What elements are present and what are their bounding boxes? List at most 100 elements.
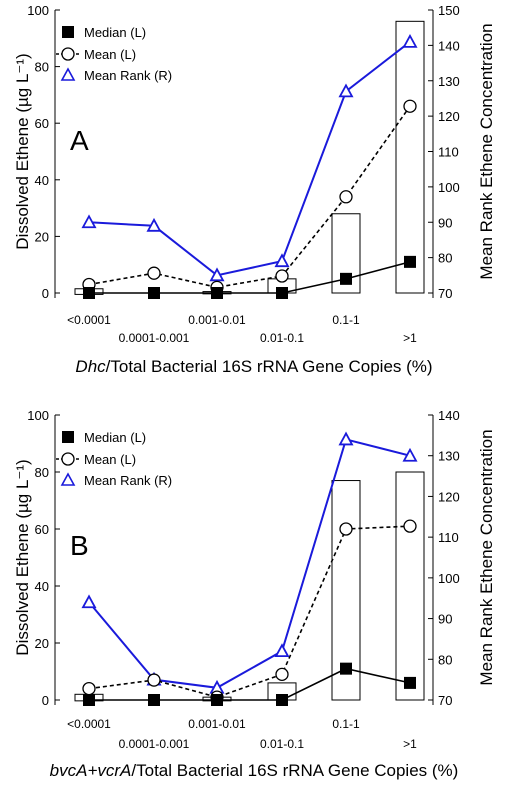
y2-tick-label: 130 <box>438 449 460 464</box>
y2-tick-label: 100 <box>438 180 460 195</box>
y-tick-label: 80 <box>35 465 49 480</box>
mean-point <box>82 681 96 696</box>
median-point <box>148 287 160 299</box>
y2-tick-label: 90 <box>438 612 452 627</box>
range-box <box>331 480 361 701</box>
legend-median-label: Median (L) <box>84 430 146 445</box>
x-tick-label: 0.001-0.01 <box>188 717 246 731</box>
x-tick-label: 0.01-0.1 <box>260 331 304 345</box>
series-line-median <box>89 667 411 701</box>
median-point <box>211 287 223 299</box>
x-axis-label: bvcA+vcrA/Total Bacterial 16S rRNA Gene … <box>50 761 459 780</box>
chart-panel-a: 0 20 40 60 80 100 70 80 90 100 110 120 130 140 150 <0.0… <box>13 3 496 376</box>
y2-tick-label: 70 <box>438 286 452 301</box>
y2-tick-label: 130 <box>438 74 460 89</box>
y2-tick-label: 70 <box>438 693 452 708</box>
x-axis-label-rest: /Total Bacterial 16S rRNA Gene Copies (%… <box>131 761 458 780</box>
mean-rank-point <box>146 217 162 232</box>
x-tick-label: 0.1-1 <box>332 313 360 327</box>
series-line-median <box>89 261 411 294</box>
mean-rank-point <box>81 214 97 229</box>
mean-rank-point <box>338 83 354 98</box>
x-tick-label: >1 <box>403 737 417 751</box>
legend: Median (L) Mean (L) Mean Rank (R) <box>56 25 172 83</box>
x-tick-label: <0.0001 <box>67 313 111 327</box>
y2-tick-label: 110 <box>438 145 459 160</box>
y2-tick-label: 80 <box>438 251 452 266</box>
mean-rank-point <box>274 253 290 268</box>
legend-rank-marker <box>60 67 76 81</box>
mean-rank-point <box>81 594 97 609</box>
y2-tick-label: 150 <box>438 3 460 18</box>
x-tick-label: 0.0001-0.001 <box>119 331 190 345</box>
legend-median-label: Median (L) <box>84 25 146 40</box>
x-tick-label: <0.0001 <box>67 717 111 731</box>
mean-point <box>147 673 161 687</box>
y2-axis-label: Mean Rank Ethene Concentration <box>477 429 496 685</box>
median-point <box>340 662 352 675</box>
legend: Median (L) Mean (L) Mean Rank (R) <box>56 430 172 488</box>
y2-tick-label: 80 <box>438 652 452 667</box>
legend-rank-label: Mean Rank (R) <box>84 68 172 83</box>
y2-axis-label: Mean Rank Ethene Concentration <box>477 23 496 279</box>
series-line-mean-rank <box>88 41 411 277</box>
y2-tick-label: 120 <box>438 109 460 124</box>
mean-point <box>339 522 353 536</box>
range-box <box>395 20 425 294</box>
x-axis-label-rest: /Total Bacterial 16S rRNA Gene Copies (%… <box>106 357 433 376</box>
range-box <box>331 213 361 294</box>
legend-rank-label: Mean Rank (R) <box>84 473 172 488</box>
median-point <box>404 676 416 689</box>
x-axis-label: Dhc/Total Bacterial 16S rRNA Gene Copies… <box>75 357 432 376</box>
mean-rank-point <box>402 447 418 462</box>
median-point <box>83 287 95 299</box>
x-axis-label-italic: Dhc <box>75 357 106 376</box>
y-tick-label: 20 <box>35 636 49 651</box>
y-axis-label: Dissolved Ethene (µg L⁻¹) <box>13 53 32 249</box>
mean-point <box>339 190 353 204</box>
mean-rank-point <box>274 643 290 658</box>
y-tick-label: 80 <box>35 60 49 75</box>
median-point <box>404 255 416 268</box>
mean-rank-point <box>338 431 354 446</box>
y-tick-label: 40 <box>35 579 49 594</box>
median-point <box>211 694 223 706</box>
y2-tick-label: 110 <box>438 530 459 545</box>
series-line-mean-rank <box>88 438 411 689</box>
x-tick-label: 0.001-0.01 <box>188 313 246 327</box>
mean-point <box>403 519 417 533</box>
chart-panel-b: 0 20 40 60 80 100 70 80 90 100 110 120 130 140 <0.0001… <box>13 408 496 780</box>
y2-tick-label: 120 <box>438 489 460 504</box>
median-point <box>276 694 288 706</box>
median-point <box>83 694 95 706</box>
mean-point <box>403 99 417 113</box>
mean-rank-point <box>402 33 418 48</box>
y-tick-label: 40 <box>35 173 49 188</box>
range-box <box>395 471 425 701</box>
y-tick-label: 100 <box>27 408 49 423</box>
x-axis-label-italic: bvcA+vcrA <box>50 761 132 780</box>
x-tick-label: >1 <box>403 331 417 345</box>
mean-point <box>275 269 289 283</box>
y-tick-label: 100 <box>27 3 49 18</box>
x-tick-label: 0.01-0.1 <box>260 737 304 751</box>
y-tick-label: 60 <box>35 116 49 131</box>
median-point <box>340 272 352 285</box>
legend-mean-label: Mean (L) <box>84 47 136 62</box>
mean-rank-point <box>209 267 225 282</box>
y2-tick-label: 140 <box>438 408 460 423</box>
series-line-mean <box>88 105 411 289</box>
x-tick-label: 0.1-1 <box>332 717 360 731</box>
y2-tick-label: 90 <box>438 215 452 230</box>
y-axis-label: Dissolved Ethene (µg L⁻¹) <box>13 459 32 655</box>
y-tick-label: 60 <box>35 522 49 537</box>
mean-point <box>147 266 161 280</box>
panel-label: A <box>70 125 89 156</box>
median-point <box>276 287 288 299</box>
legend-mean-marker <box>61 47 75 61</box>
mean-point <box>275 667 289 681</box>
y-tick-label: 0 <box>42 693 49 708</box>
legend-median-marker <box>62 431 74 443</box>
legend-median-marker <box>62 26 74 38</box>
